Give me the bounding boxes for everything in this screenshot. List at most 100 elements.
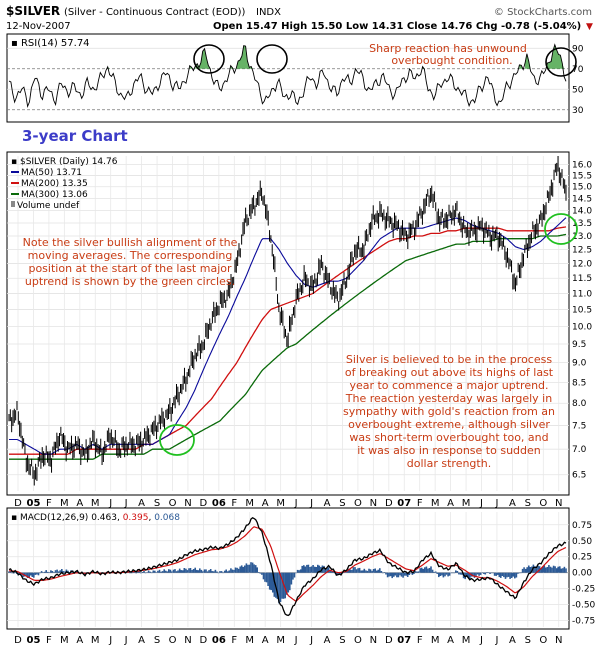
macd-hist-bar: [236, 567, 238, 573]
macd-hist-bar: [258, 572, 260, 573]
macd-hist-bar: [534, 566, 536, 573]
price-tick-label: 9.0: [572, 359, 587, 369]
macd-hist-bar: [146, 572, 148, 573]
x-tick-label: 06: [212, 498, 226, 509]
macd-hist-bar: [191, 570, 193, 573]
macd-hist-bar: [546, 567, 549, 573]
price-grid: [7, 156, 569, 491]
macd-hist-bar: [313, 566, 316, 573]
x-tick-label: F: [231, 498, 237, 509]
macd-hist-bar: [248, 564, 251, 573]
price-tick-label: 8.5: [572, 378, 586, 388]
quote-summary: Open 15.47 High 15.50 Low 14.31 Close 14…: [213, 21, 581, 32]
macd-hist-bar: [225, 569, 227, 573]
macd-hist-bar: [182, 570, 184, 573]
macd-hist-bar: [47, 571, 49, 573]
macd-hist-bar: [456, 571, 459, 573]
exchange-label: INDX: [256, 7, 281, 18]
macd-hist-bar: [278, 572, 280, 604]
x-tick-label: J: [108, 635, 112, 646]
macd-hist-bar: [289, 572, 291, 591]
macd-hist-bar: [309, 567, 311, 573]
macd-hist-bar: [180, 570, 182, 573]
macd-hist-bar: [228, 570, 231, 573]
x-tick-label: F: [417, 635, 423, 646]
rsi-legend: ▪ RSI(14) 57.74: [11, 38, 90, 49]
macd-hist-bar: [261, 572, 263, 575]
macd-hist-bar: [254, 565, 257, 573]
x-tick-label: M: [60, 498, 69, 509]
price-legend: ▪ $SILVER (Daily) 14.76 MA(50) 13.71 MA(…: [11, 157, 118, 211]
macd-hist-bar: [496, 572, 499, 575]
macd-hist-bar: [45, 570, 47, 573]
green-circle-marker: [544, 213, 578, 245]
macd-panel: 0.750.500.250.00-0.25-0.50-0.75 D 05 F M A M J…: [6, 507, 596, 646]
macd-hist-bar: [500, 572, 502, 578]
macd-hist-bar: [53, 572, 55, 573]
macd-hist-bar: [267, 572, 269, 586]
macd-hist-bar: [178, 568, 181, 573]
macd-hist-bar: [195, 569, 198, 573]
x-tick-label: J: [494, 498, 498, 509]
macd-hist-bar: [537, 565, 539, 573]
macd-hist-bar: [166, 571, 169, 573]
macd-grid: [7, 512, 569, 627]
macd-hist-bar: [264, 572, 266, 582]
macd-hist-bar: [42, 572, 44, 573]
macd-hist-bar: [130, 572, 133, 574]
macd-hist-bar: [565, 568, 567, 573]
macd-hist-bar: [272, 572, 274, 593]
macd-hist-bar: [555, 568, 558, 573]
right-note-line: sympathy with gold's reaction from an: [343, 405, 555, 418]
macd-hist-bar: [39, 572, 41, 574]
x-tick-label: F: [46, 498, 52, 509]
macd-hist-bar: [461, 572, 463, 575]
macd-hist-bar: [174, 569, 176, 573]
macd-hist-bar: [160, 571, 162, 573]
macd-hist-bar: [467, 572, 470, 578]
macd-hist-bar: [48, 572, 51, 573]
rsi-axis-ticks: 30 50 70 90: [572, 44, 584, 116]
macd-hist-bar: [61, 569, 63, 573]
x-tick-label: D: [385, 635, 393, 646]
left-note-line: moving averages. The corresponding: [28, 249, 233, 262]
macd-hist-bar: [56, 569, 58, 573]
macd-hist-bar: [307, 564, 310, 573]
macd-hist-bar: [524, 568, 527, 573]
right-note-line: of breaking out above its highs of last: [345, 366, 554, 379]
rsi-note-line: Sharp reaction has unwound: [369, 42, 527, 55]
macd-hist-bar: [312, 565, 314, 573]
macd-hist-bar: [250, 562, 252, 573]
price-panel-frame: [6, 151, 570, 496]
x-tick-label: 05: [26, 635, 40, 646]
macd-hist-bar: [552, 565, 555, 573]
macd-hist-bar: [400, 572, 403, 577]
macd-hist-bar: [490, 572, 493, 574]
macd-hist-bar: [436, 572, 438, 574]
x-tick-label: O: [354, 635, 362, 646]
macd-hist-bar: [51, 571, 54, 573]
macd-hist-bar: [239, 566, 241, 573]
macd-hist-bar: [329, 570, 331, 573]
legend-price: ▪ $SILVER (Daily) 14.76: [11, 157, 118, 167]
macd-hist-bar: [318, 565, 321, 573]
macd-hist-bar: [245, 563, 248, 573]
macd-hist-bar: [62, 571, 65, 573]
macd-hist-bar: [521, 568, 524, 573]
x-tick-label: N: [370, 498, 377, 509]
macd-hist-bar: [372, 569, 375, 573]
x-tick-label: N: [184, 498, 191, 509]
x-tick-label: A: [76, 635, 83, 646]
macd-hist-bar: [501, 572, 504, 576]
x-tick-label: D: [385, 498, 393, 509]
macd-hist-bar: [158, 569, 161, 573]
price-tick-label: 12.5: [572, 246, 592, 256]
macd-hist-bar: [554, 566, 556, 573]
chart-title: 3-year Chart: [22, 127, 128, 145]
price-tick-label: 16.0: [572, 161, 592, 171]
price-tick-label: 15.0: [572, 183, 592, 193]
macd-hist-bar: [298, 570, 300, 573]
x-tick-label: J: [309, 635, 313, 646]
rsi-overbought-circle: [545, 47, 577, 77]
x-tick-label: S: [339, 635, 345, 646]
